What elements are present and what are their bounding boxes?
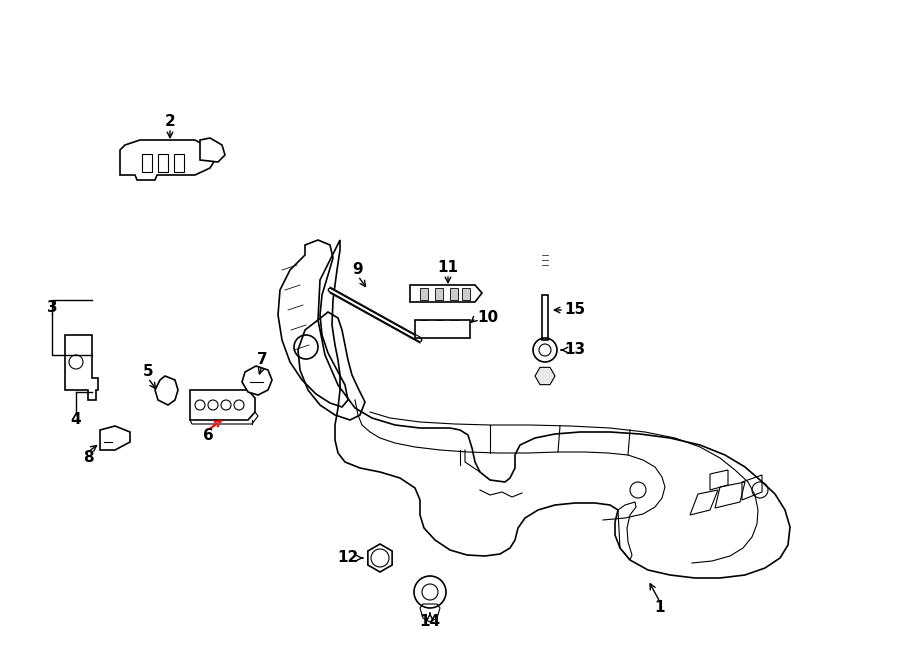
- Polygon shape: [65, 335, 98, 400]
- Bar: [435, 288, 443, 300]
- Polygon shape: [200, 138, 225, 162]
- Text: 4: 4: [71, 412, 81, 428]
- Bar: [142, 154, 152, 172]
- Bar: [450, 288, 458, 300]
- Text: 5: 5: [143, 364, 153, 379]
- Text: 8: 8: [83, 451, 94, 465]
- Polygon shape: [535, 368, 555, 385]
- Text: 7: 7: [256, 352, 267, 368]
- Text: 2: 2: [165, 114, 176, 130]
- Polygon shape: [155, 376, 178, 405]
- Polygon shape: [410, 285, 482, 302]
- Text: 14: 14: [419, 615, 441, 629]
- Text: 12: 12: [338, 551, 358, 566]
- Text: 9: 9: [353, 262, 364, 278]
- Polygon shape: [242, 366, 272, 395]
- Bar: [420, 288, 428, 300]
- Text: 3: 3: [47, 301, 58, 315]
- Text: 10: 10: [477, 311, 499, 325]
- Text: 15: 15: [564, 303, 586, 317]
- Text: 6: 6: [202, 428, 213, 442]
- Text: 13: 13: [564, 342, 586, 358]
- Bar: [415, 320, 470, 338]
- Bar: [542, 295, 548, 340]
- Text: 11: 11: [437, 260, 458, 276]
- Bar: [462, 288, 470, 300]
- Polygon shape: [190, 390, 255, 420]
- Text: 1: 1: [655, 600, 665, 615]
- Polygon shape: [100, 426, 130, 450]
- Bar: [158, 154, 168, 172]
- Polygon shape: [120, 140, 215, 180]
- Bar: [174, 154, 184, 172]
